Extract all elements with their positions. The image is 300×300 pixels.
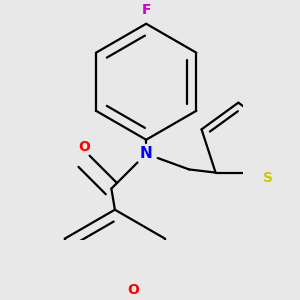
- Text: N: N: [140, 146, 152, 161]
- Text: O: O: [78, 140, 90, 154]
- Text: O: O: [128, 283, 140, 297]
- Text: S: S: [263, 171, 273, 185]
- Text: F: F: [141, 3, 151, 17]
